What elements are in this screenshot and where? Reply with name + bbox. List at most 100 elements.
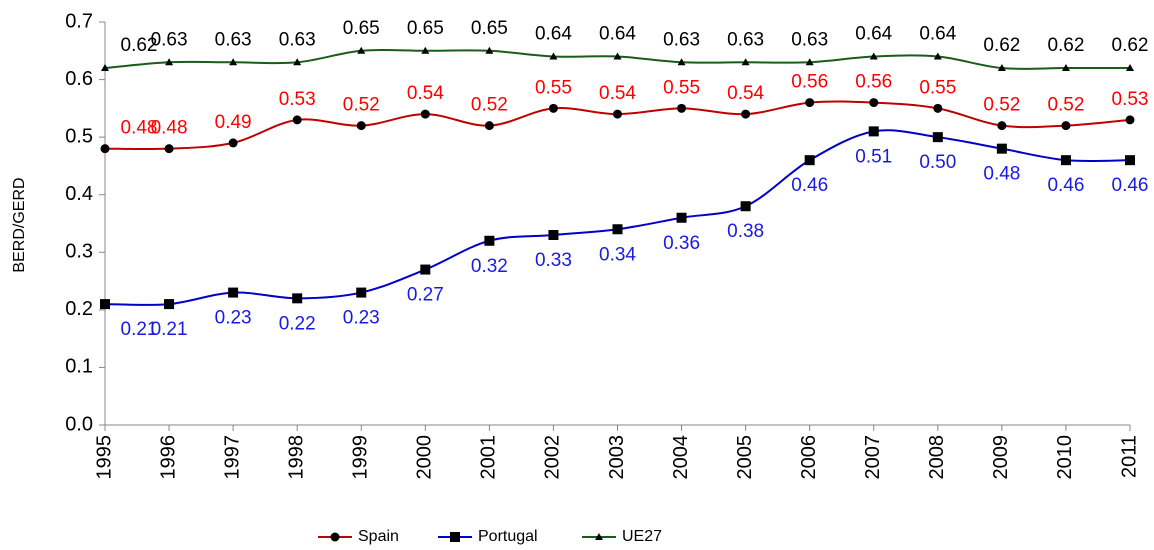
data-label: 0.63 — [215, 29, 252, 50]
data-label: 0.49 — [215, 112, 252, 133]
y-tick-label: 0.6 — [65, 68, 93, 90]
y-tick-label: 0.7 — [65, 10, 93, 32]
data-label: 0.21 — [121, 319, 158, 340]
data-label: 0.54 — [599, 83, 636, 104]
x-tick-label: 2008 — [926, 435, 948, 480]
x-tick-label: 1996 — [157, 435, 179, 480]
marker — [101, 64, 109, 72]
data-label: 0.48 — [151, 118, 188, 139]
legend-label: Portugal — [478, 528, 538, 545]
marker — [356, 121, 366, 131]
data-label: 0.63 — [279, 29, 316, 50]
x-tick-label: 2002 — [542, 435, 564, 480]
marker — [164, 144, 174, 154]
marker — [485, 46, 494, 54]
data-label: 0.64 — [855, 24, 892, 45]
marker — [420, 109, 430, 119]
marker — [165, 58, 174, 66]
data-label: 0.46 — [1047, 175, 1084, 196]
data-label: 0.27 — [407, 285, 444, 306]
marker — [1125, 115, 1135, 125]
data-label: 0.52 — [471, 95, 508, 116]
marker — [1061, 121, 1071, 131]
data-label: 0.36 — [663, 233, 700, 254]
data-label: 0.23 — [215, 308, 252, 329]
marker — [740, 201, 751, 212]
data-label: 0.63 — [151, 29, 188, 50]
marker — [613, 52, 622, 60]
data-label: 0.64 — [599, 24, 636, 45]
marker — [595, 533, 603, 540]
x-tick-label: 2000 — [414, 435, 436, 480]
marker — [613, 109, 622, 119]
data-label: 0.21 — [151, 319, 188, 340]
data-label: 0.46 — [1112, 175, 1149, 196]
marker — [548, 230, 559, 241]
marker — [933, 52, 942, 60]
data-label: 0.62 — [1047, 35, 1084, 56]
data-label: 0.48 — [983, 164, 1020, 185]
marker — [548, 103, 558, 113]
marker — [228, 138, 238, 148]
marker — [869, 52, 878, 60]
y-tick-label: 0.4 — [65, 183, 93, 205]
marker — [805, 58, 814, 66]
marker — [420, 264, 431, 275]
marker — [676, 212, 687, 223]
marker — [805, 98, 815, 108]
data-label: 0.50 — [919, 152, 956, 173]
data-label: 0.55 — [535, 77, 572, 98]
data-label: 0.32 — [471, 256, 508, 277]
x-tick-label: 1999 — [350, 435, 372, 480]
data-label: 0.62 — [983, 35, 1020, 56]
marker — [421, 46, 430, 54]
marker — [1125, 155, 1135, 166]
marker — [549, 52, 558, 60]
marker — [997, 64, 1006, 72]
x-tick-label: 1995 — [93, 435, 115, 480]
data-label: 0.56 — [791, 72, 828, 93]
data-label: 0.56 — [855, 72, 892, 93]
data-label: 0.64 — [919, 24, 956, 45]
data-label: 0.53 — [279, 89, 316, 110]
data-label: 0.23 — [343, 308, 380, 329]
marker — [100, 299, 110, 310]
legend-label: UE27 — [622, 528, 662, 545]
y-axis-label: BERD/GERD — [11, 177, 28, 272]
marker — [1060, 155, 1071, 166]
legend-label: Spain — [358, 528, 399, 545]
marker — [450, 532, 460, 542]
x-tick-label: 2009 — [990, 435, 1012, 480]
x-tick-label: 2004 — [670, 435, 692, 480]
marker — [292, 115, 302, 125]
data-label: 0.63 — [727, 29, 764, 50]
x-tick-label: 2006 — [798, 435, 820, 480]
data-label: 0.62 — [1112, 35, 1149, 56]
marker — [933, 103, 943, 113]
x-tick-label: 2001 — [478, 435, 500, 480]
marker — [164, 299, 175, 310]
data-label: 0.63 — [663, 29, 700, 50]
data-label: 0.51 — [855, 146, 892, 167]
data-label: 0.48 — [121, 118, 158, 139]
y-tick-label: 0.3 — [65, 241, 93, 263]
marker — [868, 126, 879, 137]
data-label: 0.46 — [791, 175, 828, 196]
marker — [1061, 64, 1070, 72]
marker — [293, 58, 302, 66]
marker — [484, 121, 494, 131]
data-label: 0.65 — [343, 18, 380, 39]
data-label: 0.65 — [407, 18, 444, 39]
x-tick-label: 2010 — [1054, 435, 1076, 480]
data-label: 0.65 — [471, 18, 508, 39]
y-tick-label: 0.0 — [65, 413, 93, 435]
marker — [612, 224, 623, 235]
data-label: 0.62 — [121, 35, 158, 56]
marker — [741, 58, 750, 66]
marker — [100, 144, 110, 154]
data-label: 0.33 — [535, 250, 572, 271]
marker — [484, 235, 495, 246]
data-label: 0.55 — [919, 77, 956, 98]
marker — [741, 109, 751, 119]
